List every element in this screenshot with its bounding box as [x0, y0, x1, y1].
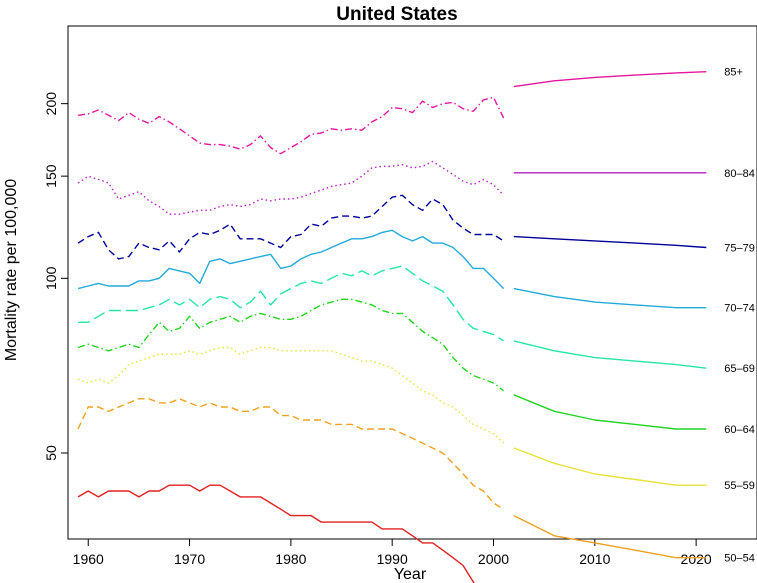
y-tick-label: 200: [43, 92, 59, 116]
series-3-label: 70–74: [724, 303, 755, 315]
series-8-historical-line: [77, 484, 475, 583]
x-tick-label: 1980: [275, 551, 306, 567]
x-tick-label: 1960: [73, 551, 104, 567]
series-4-label: 65–69: [724, 363, 755, 375]
series-2-forecast-line: [513, 235, 707, 249]
series-6-label: 55–59: [724, 480, 755, 492]
series-0-historical-line: [78, 96, 505, 155]
series-3-forecast-line: [513, 287, 707, 309]
y-axis-label: Mortality rate per 100,000: [3, 179, 20, 361]
series-layer: [77, 71, 707, 583]
x-axis: 1960 1970 1980 1990 2000 2010 2020: [73, 538, 712, 567]
series-4-historical-line: [78, 265, 504, 342]
series-4-forecast-line: [513, 340, 707, 369]
series-6-forecast-line: [513, 447, 707, 486]
x-axis-label: Year: [394, 566, 427, 583]
series-1-label: 80–84: [724, 168, 755, 180]
series-labels: 85+80–8475–7970–7465–6960–6455–5950–5445…: [724, 67, 755, 565]
x-tick-label: 1970: [174, 551, 205, 567]
series-2-historical-line: [77, 194, 504, 260]
series-5-historical-line: [77, 298, 505, 392]
x-tick-label: 2000: [478, 551, 509, 567]
series-1-historical-line: [77, 160, 505, 215]
series-7-label: 50–54: [724, 553, 755, 565]
series-5-forecast-line: [513, 394, 707, 430]
series-0-label: 85+: [724, 67, 743, 79]
series-2-label: 75–79: [724, 243, 755, 255]
x-tick-label: 2020: [681, 551, 712, 567]
chart-title: United States: [336, 4, 457, 25]
series-3-historical-line: [77, 229, 505, 290]
series-5-label: 60–64: [724, 424, 755, 436]
x-tick-label: 2010: [579, 551, 610, 567]
series-0-forecast-line: [513, 71, 707, 88]
plot-frame: [67, 25, 757, 540]
series-6-historical-line: [77, 346, 505, 444]
series-7-historical-line: [77, 398, 504, 510]
x-tick-label: 1990: [377, 551, 408, 567]
y-tick-label: 150: [43, 164, 59, 188]
series-7-forecast-line: [513, 514, 707, 559]
y-axis: 50 100 150 200: [43, 92, 68, 461]
y-tick-label: 100: [43, 266, 59, 290]
y-tick-label: 50: [43, 445, 59, 461]
